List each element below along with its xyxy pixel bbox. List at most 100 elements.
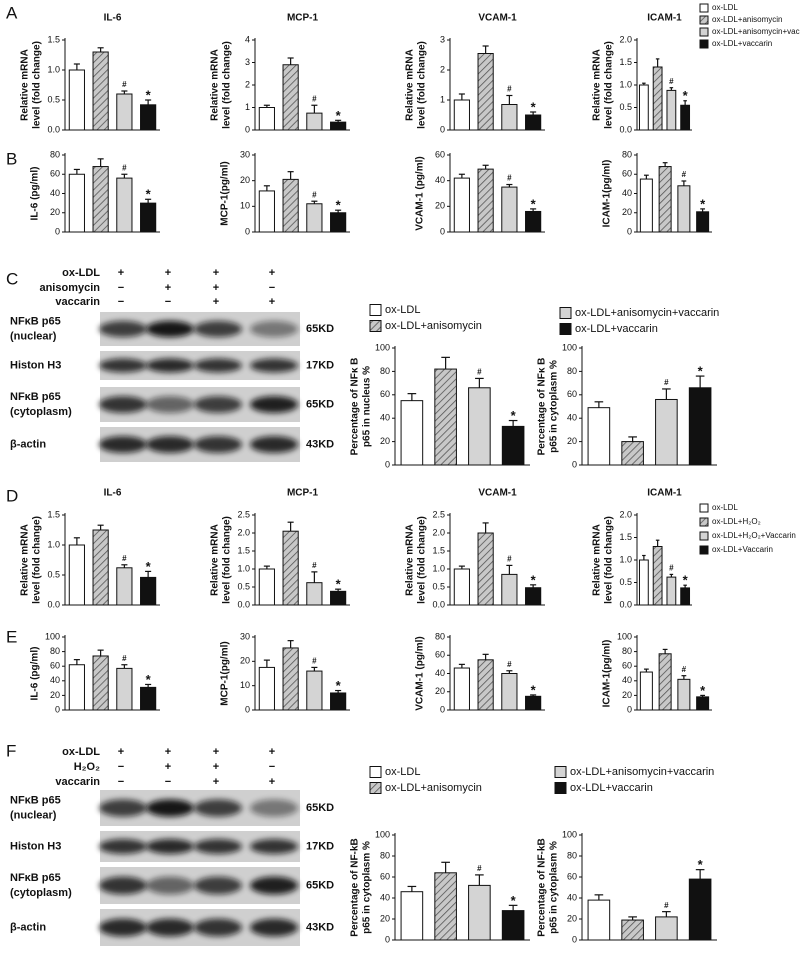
error-bar	[681, 180, 687, 186]
error-bar	[506, 183, 513, 188]
significance-mark: #	[664, 901, 669, 910]
blot-band	[146, 358, 194, 373]
blot-band	[250, 436, 298, 453]
y-tick-label: 80	[380, 366, 390, 376]
significance-mark: *	[698, 857, 704, 872]
bar	[501, 186, 518, 233]
significance-mark: *	[700, 683, 706, 698]
blot-band	[99, 358, 147, 373]
bar	[501, 425, 525, 466]
y-tick-label: 100	[375, 342, 390, 352]
y-axis-label: IL-6 (pg/ml)	[30, 647, 41, 701]
y-axis-label: p65 in cytoplasm %	[362, 841, 373, 934]
y-axis-label: level (fold change)	[32, 516, 43, 604]
band-label: NFκB p65	[10, 872, 61, 884]
bar	[434, 872, 457, 941]
error-bar	[482, 45, 489, 54]
treatment-sign: +	[213, 746, 219, 758]
error-bar	[530, 584, 537, 588]
y-tick-label: 20	[380, 913, 390, 923]
bar	[330, 212, 347, 233]
error-bar	[407, 885, 417, 892]
error-bar	[695, 869, 705, 880]
bar	[116, 567, 133, 606]
legend-swatch	[699, 39, 709, 49]
y-tick-label: 60	[567, 389, 577, 399]
y-axis-label: Relative mRNA	[592, 524, 603, 596]
chart-title: ICAM-1	[647, 13, 682, 24]
y-axis-label: p65 in nucleus %	[362, 366, 373, 447]
legend-swatch	[554, 782, 567, 794]
blot-band	[250, 358, 298, 373]
significance-mark: #	[669, 77, 674, 86]
error-bar	[700, 208, 706, 212]
error-bar	[145, 683, 152, 688]
y-tick-label: 100	[562, 342, 577, 352]
y-tick-label: 20	[435, 686, 445, 696]
error-bar	[145, 570, 152, 578]
blot-band	[250, 918, 298, 937]
blot-band	[194, 358, 242, 373]
bar	[92, 166, 109, 233]
treatment-label: vaccarin	[55, 776, 100, 788]
error-bar	[530, 694, 537, 697]
y-tick-label: 3	[440, 34, 445, 44]
y-tick-label: 2	[245, 79, 250, 89]
y-axis-label: Relative mRNA	[20, 524, 31, 596]
bar	[658, 166, 672, 233]
y-tick-label: 0.0	[237, 599, 250, 609]
bar	[587, 407, 611, 466]
bar	[666, 89, 677, 131]
bar	[468, 387, 491, 466]
y-tick-label: 40	[380, 892, 390, 902]
significance-mark: *	[511, 408, 517, 423]
error-bar	[121, 664, 128, 669]
bar	[477, 532, 494, 606]
y-axis-label: Percentage of NF-kB	[537, 838, 548, 936]
y-tick-label: 20	[50, 207, 60, 217]
bar	[92, 51, 109, 131]
y-tick-label: 60	[435, 650, 445, 660]
error-bar	[695, 375, 705, 388]
y-tick-label: 40	[622, 675, 632, 685]
error-bar	[458, 93, 465, 100]
bar	[282, 178, 299, 233]
error-bar	[683, 584, 687, 588]
y-tick-label: 1.0	[432, 563, 445, 573]
treatment-label: H₂O₂	[74, 761, 100, 773]
legend-swatch	[559, 307, 572, 319]
band-size: 65KD	[306, 323, 334, 335]
blot-band	[194, 876, 242, 895]
significance-mark: *	[336, 198, 342, 213]
bar	[680, 587, 691, 606]
significance-mark: #	[664, 378, 669, 387]
y-tick-label: 0.5	[432, 581, 445, 591]
error-bar	[263, 565, 270, 569]
y-tick-label: 80	[567, 850, 577, 860]
y-tick-label: 60	[435, 149, 445, 159]
blot-band	[146, 839, 194, 854]
y-tick-label: 60	[567, 871, 577, 881]
chart-title: VCAM-1	[478, 13, 517, 24]
y-axis-label: level (fold change)	[604, 516, 615, 604]
blot-band	[146, 436, 194, 453]
y-tick-label: 1	[245, 102, 250, 112]
error-bar	[628, 436, 637, 442]
y-axis-label: VCAM-1 (pg/ml)	[415, 636, 426, 710]
y-axis-label: p65 in cytoplasm %	[549, 360, 560, 453]
panel-label: D	[6, 486, 18, 505]
y-axis-label: Relative mRNA	[20, 49, 31, 121]
error-bar	[287, 171, 294, 180]
legend-swatch	[699, 531, 709, 541]
band-size: 65KD	[306, 879, 334, 891]
treatment-sign: +	[165, 746, 171, 758]
bar	[258, 190, 275, 233]
bar	[282, 647, 299, 711]
error-bar	[441, 356, 450, 370]
legend-label: ox-LDL	[385, 766, 420, 778]
y-tick-label: 1.5	[47, 34, 60, 44]
y-tick-label: 80	[567, 366, 577, 376]
y-tick-label: 0	[245, 226, 250, 236]
blot-band	[99, 839, 147, 854]
error-bar	[506, 564, 513, 575]
